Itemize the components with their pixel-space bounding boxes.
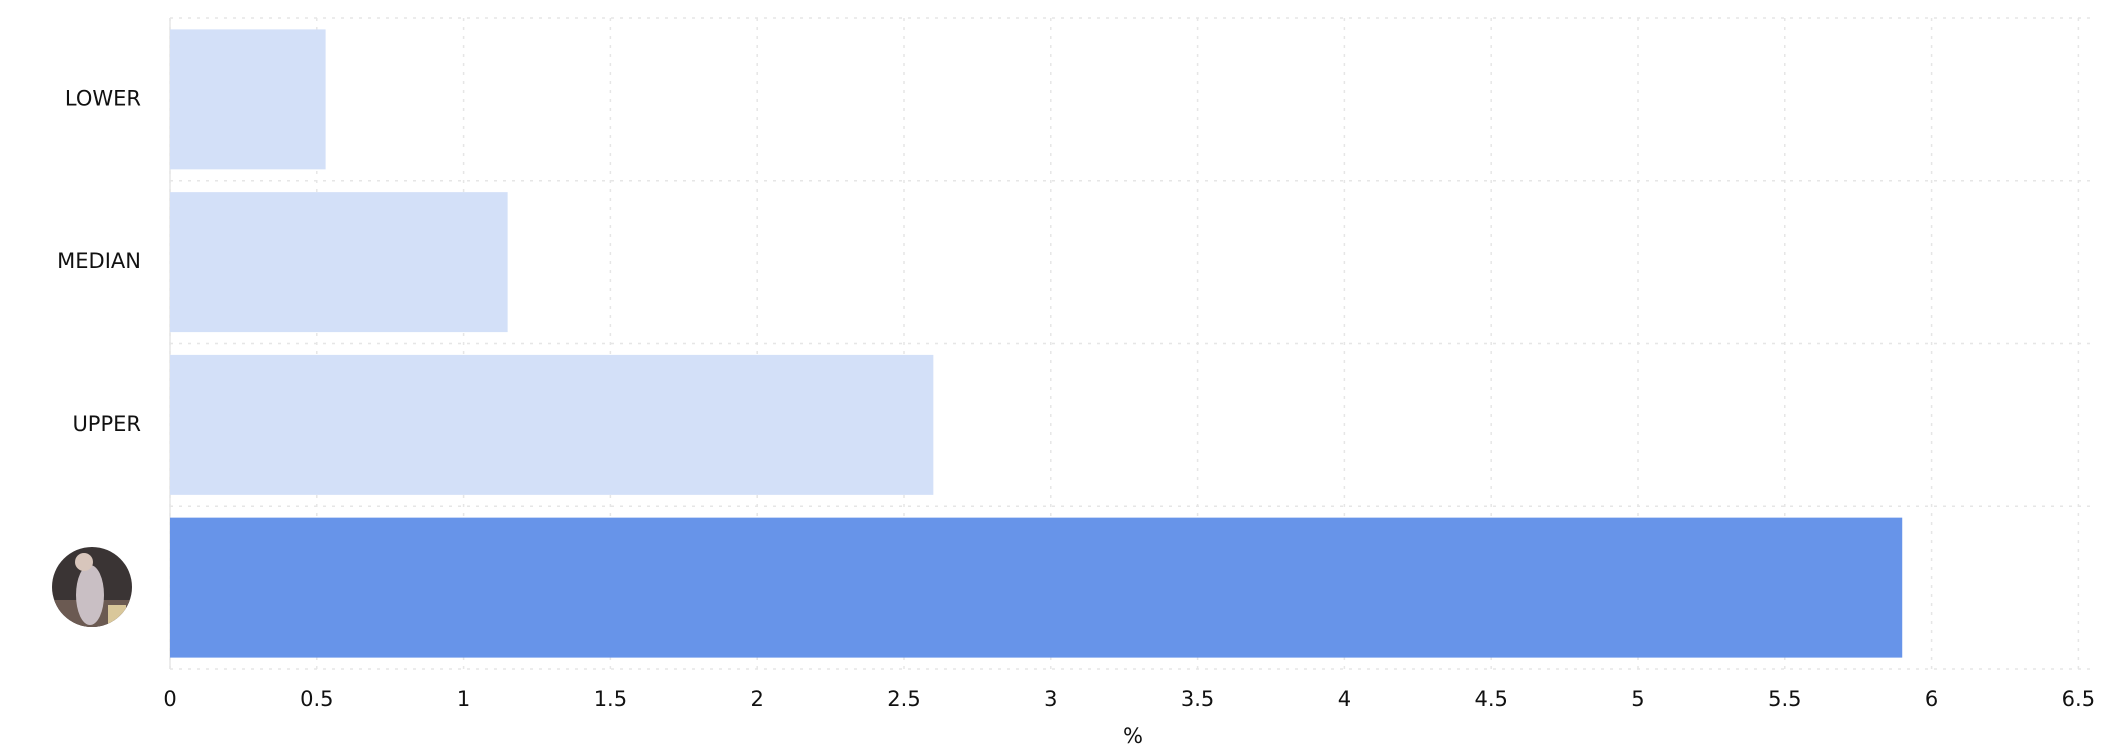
- y-tick-label: LOWER: [65, 86, 141, 110]
- x-tick-label: 6: [1925, 687, 1938, 711]
- x-axis-title: %: [1123, 724, 1143, 744]
- x-tick-label: 4: [1338, 687, 1351, 711]
- bar: [170, 29, 326, 170]
- x-tick-label: 3.5: [1181, 687, 1214, 711]
- y-tick-label: MEDIAN: [57, 249, 141, 273]
- bar: [170, 517, 1903, 658]
- x-tick-label: 6.5: [2062, 687, 2095, 711]
- avatar: [52, 547, 132, 627]
- x-tick-label: 5.5: [1768, 687, 1801, 711]
- x-tick-label: 0.5: [300, 687, 333, 711]
- x-tick-label: 2.5: [887, 687, 920, 711]
- bar: [170, 354, 934, 495]
- bar: [170, 192, 508, 333]
- x-tick-label: 1.5: [594, 687, 627, 711]
- x-tick-label: 5: [1631, 687, 1644, 711]
- x-tick-label: 0: [163, 687, 176, 711]
- x-tick-label: 3: [1044, 687, 1057, 711]
- x-tick-label: 1: [457, 687, 470, 711]
- x-tick-label: 4.5: [1474, 687, 1507, 711]
- x-tick-label: 2: [751, 687, 764, 711]
- y-tick-label: UPPER: [72, 412, 141, 436]
